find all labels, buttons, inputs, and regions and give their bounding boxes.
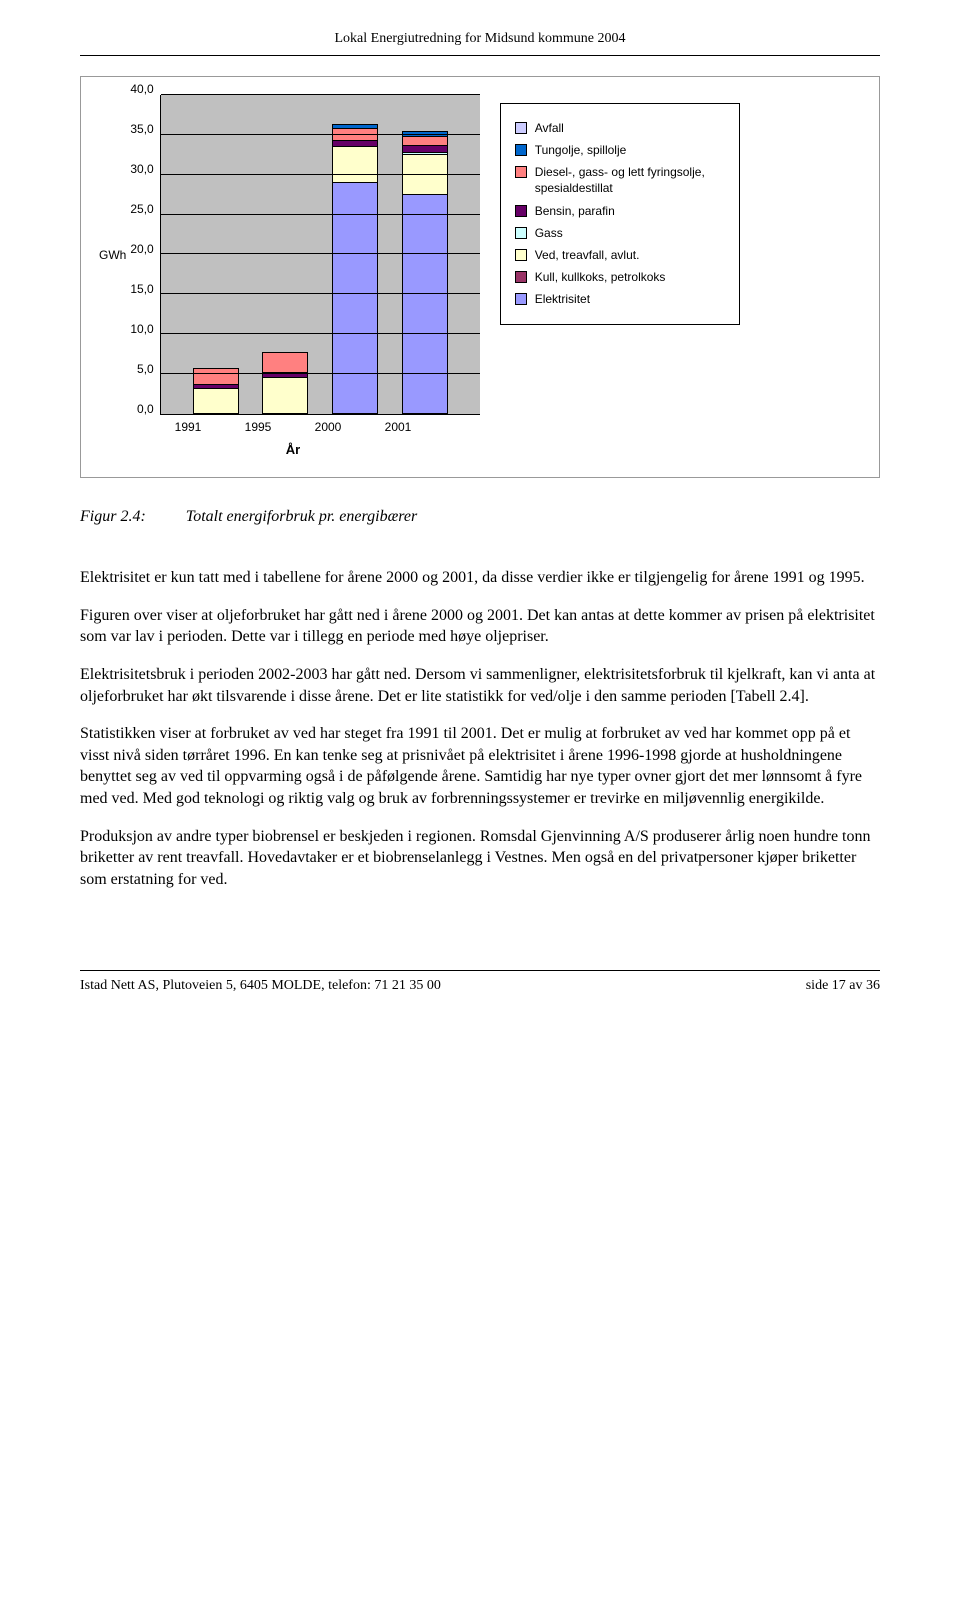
legend-swatch — [515, 271, 527, 283]
legend-swatch — [515, 293, 527, 305]
y-axis-ticks: 40,035,030,025,020,015,010,05,00,0 — [130, 95, 159, 415]
legend-item-avfall: Avfall — [515, 120, 725, 136]
page-footer: Istad Nett AS, Plutoveien 5, 6405 MOLDE,… — [80, 970, 880, 996]
legend-swatch — [515, 122, 527, 134]
legend-label: Gass — [535, 225, 563, 241]
bar-segment-ved — [193, 388, 239, 414]
legend-swatch — [515, 166, 527, 178]
legend-item-gass: Gass — [515, 225, 725, 241]
gridline — [161, 253, 480, 254]
page-header: Lokal Energiutredning for Midsund kommun… — [80, 30, 880, 56]
x-tick-label: 2000 — [305, 419, 351, 435]
legend-label: Elektrisitet — [535, 291, 590, 307]
legend-label: Ved, treavfall, avlut. — [535, 247, 640, 263]
bar-segment-diesel — [262, 352, 308, 371]
paragraph: Elektrisitetsbruk i perioden 2002-2003 h… — [80, 664, 880, 707]
bar — [193, 368, 239, 414]
legend-label: Diesel-, gass- og lett fyringsolje, spes… — [535, 164, 725, 196]
plot-row: GWh 40,035,030,025,020,015,010,05,00,0 — [99, 95, 480, 415]
x-axis-label: År — [133, 441, 453, 459]
legend-label: Avfall — [535, 120, 564, 136]
x-axis-ticks: 1991 1995 2000 2001 — [133, 415, 453, 435]
body-text: Elektrisitet er kun tatt med i tabellene… — [80, 567, 880, 890]
paragraph: Produksjon av andre typer biobrensel er … — [80, 826, 880, 891]
plot-column: GWh 40,035,030,025,020,015,010,05,00,0 1… — [99, 95, 480, 459]
x-tick-label: 2001 — [375, 419, 421, 435]
x-tick-label: 1995 — [235, 419, 281, 435]
bar-segment-elektrisitet — [332, 182, 378, 414]
gridline — [161, 174, 480, 175]
paragraph: Statistikken viser at forbruket av ved h… — [80, 723, 880, 809]
x-tick-label: 1991 — [165, 419, 211, 435]
gridline — [161, 373, 480, 374]
gridline — [161, 293, 480, 294]
bar-segment-ved — [262, 377, 308, 414]
gridline — [161, 134, 480, 135]
gridline — [161, 214, 480, 215]
header-title: Lokal Energiutredning for Midsund kommun… — [335, 31, 626, 46]
gridline — [161, 333, 480, 334]
legend-swatch — [515, 249, 527, 261]
paragraph: Elektrisitet er kun tatt med i tabellene… — [80, 567, 880, 589]
legend-swatch — [515, 227, 527, 239]
legend-item-tungolje: Tungolje, spillolje — [515, 142, 725, 158]
bar-segment-diesel — [402, 136, 448, 146]
gridline — [161, 94, 480, 95]
y-axis-unit: GWh — [99, 247, 130, 263]
bar-segment-ved — [332, 146, 378, 182]
chart-frame: GWh 40,035,030,025,020,015,010,05,00,0 1… — [80, 76, 880, 478]
legend-label: Kull, kullkoks, petrolkoks — [535, 269, 666, 285]
legend-swatch — [515, 205, 527, 217]
plot-area — [160, 95, 480, 415]
legend-item-bensin: Bensin, parafin — [515, 203, 725, 219]
figure-caption: Figur 2.4: Totalt energiforbruk pr. ener… — [80, 506, 880, 528]
bar — [332, 124, 378, 414]
chart-legend: Avfall Tungolje, spillolje Diesel-, gass- … — [500, 103, 740, 325]
legend-swatch — [515, 144, 527, 156]
legend-item-ved: Ved, treavfall, avlut. — [515, 247, 725, 263]
legend-label: Bensin, parafin — [535, 203, 615, 219]
legend-item-diesel: Diesel-, gass- og lett fyringsolje, spes… — [515, 164, 725, 196]
figure-caption-text: Totalt energiforbruk pr. energibærer — [186, 506, 417, 528]
chart-wrap: GWh 40,035,030,025,020,015,010,05,00,0 1… — [99, 95, 861, 459]
bar-segment-elektrisitet — [402, 194, 448, 414]
bars-container — [161, 95, 480, 414]
footer-right: side 17 av 36 — [806, 977, 880, 996]
bar-segment-diesel — [193, 368, 239, 384]
figure-ref: Figur 2.4: — [80, 506, 146, 528]
footer-left: Istad Nett AS, Plutoveien 5, 6405 MOLDE,… — [80, 977, 441, 996]
legend-item-elektrisitet: Elektrisitet — [515, 291, 725, 307]
paragraph: Figuren over viser at oljeforbruket har … — [80, 605, 880, 648]
bar — [262, 352, 308, 414]
legend-item-kull: Kull, kullkoks, petrolkoks — [515, 269, 725, 285]
legend-label: Tungolje, spillolje — [535, 142, 627, 158]
